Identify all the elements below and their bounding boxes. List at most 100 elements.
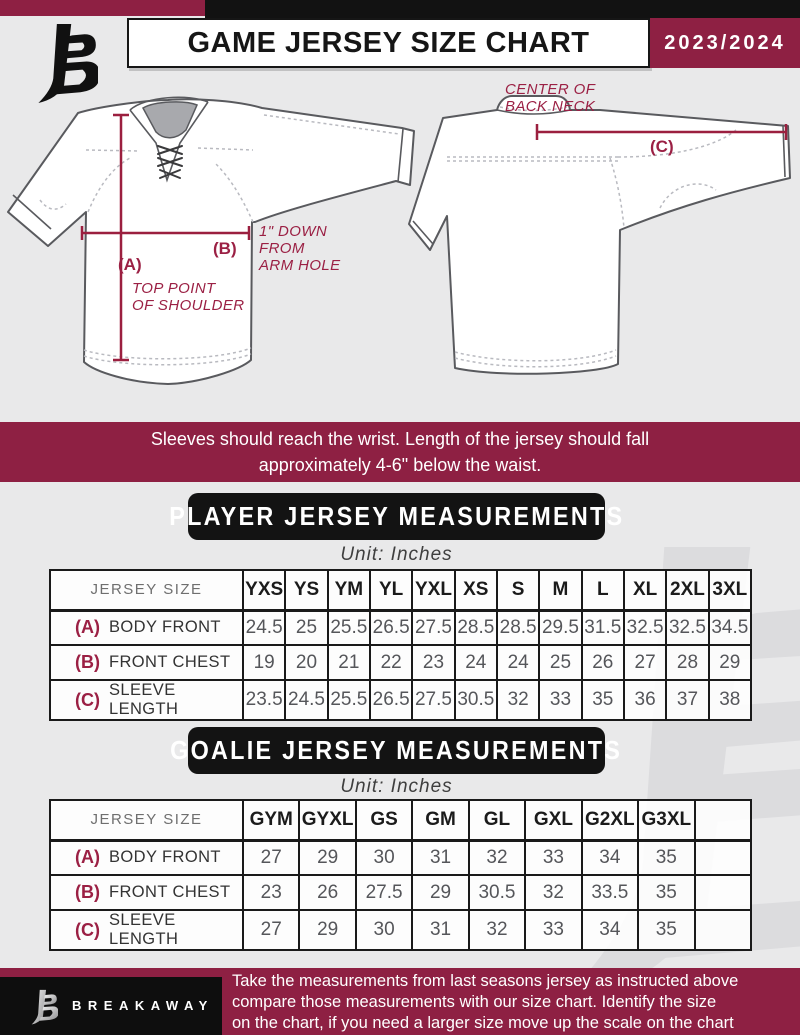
value-cell: 36 (622, 679, 668, 721)
row-label-cell: (A) BODY FRONT (49, 839, 244, 876)
label-b-caption-2: FROM (259, 240, 305, 257)
table-row: (C) SLEEVE LENGTH 27 29 30 31 32 33 34 35 (49, 909, 752, 951)
season-label: 2023/2024 (664, 31, 786, 54)
collar-laces (157, 145, 183, 179)
footer: BREAKAWAY Take the measurements from las… (0, 968, 800, 1035)
footer-line-3: on the chart, if you need a larger size … (232, 1014, 734, 1032)
value-cell: 33 (524, 909, 583, 951)
fit-note-banner: Sleeves should reach the wrist. Length o… (0, 422, 800, 482)
label-c: (C) (650, 137, 674, 156)
size-column: 3XL (707, 569, 753, 612)
front-jersey-drawing (7, 96, 415, 385)
value-cell: 30.5 (453, 679, 498, 721)
row-label-cell: (B) FRONT CHEST (49, 874, 244, 911)
value-cell: 37 (665, 679, 710, 721)
value-cell: 24.5 (284, 679, 329, 721)
value-cell: 24 (453, 644, 498, 681)
row-label-cell: (B) FRONT CHEST (49, 644, 244, 681)
value-cell: 28 (665, 644, 710, 681)
size-column: 2XL (665, 569, 710, 612)
table-header-row: JERSEY SIZE GYM GYXL GS GM GL GXL G2XL G… (49, 799, 752, 842)
footer-instructions: Take the measurements from last seasons … (232, 971, 792, 1034)
value-cell: 30.5 (467, 874, 527, 911)
size-column: GXL (524, 799, 583, 842)
title-bar: GAME JERSEY SIZE CHART (127, 18, 650, 68)
size-column: S (495, 569, 541, 612)
size-column: XS (453, 569, 498, 612)
label-a: (A) (118, 255, 142, 274)
measurement-line-a: (A) TOP POINT OF SHOULDER (113, 113, 244, 362)
value-cell: 33 (524, 839, 583, 876)
jersey-diagrams: (A) TOP POINT OF SHOULDER (B) 1" DOWN FR… (7, 81, 791, 385)
value-cell: 25.5 (326, 609, 371, 646)
table-row: (C) SLEEVE LENGTH 23.5 24.5 25.5 26.5 27.… (49, 679, 753, 721)
value-cell-empty (693, 839, 752, 876)
goalie-section-heading: GOALIE JERSEY MEASUREMENTS (170, 727, 620, 774)
value-cell: 27.5 (411, 609, 456, 646)
value-cell: 33.5 (580, 874, 640, 911)
value-cell: 35 (637, 874, 696, 911)
size-column: YL (368, 569, 414, 612)
player-section-heading: PLAYER JERSEY MEASUREMENTS (169, 493, 622, 540)
value-cell: 28.5 (495, 609, 541, 646)
value-cell: 28.5 (453, 609, 498, 646)
value-cell: 23 (411, 644, 456, 681)
size-column: YM (326, 569, 371, 612)
value-cell: 32 (495, 679, 541, 721)
table-row: (A) BODY FRONT 27 29 30 31 32 33 34 35 (49, 839, 752, 876)
measurement-line-c: (C) CENTER OF BACK NECK (505, 81, 788, 156)
value-cell: 23 (241, 874, 301, 911)
value-cell: 35 (580, 679, 625, 721)
jersey-size-header: JERSEY SIZE (49, 799, 244, 842)
row-label-cell: (A) BODY FRONT (49, 609, 244, 646)
breakaway-b-logo-icon (31, 989, 58, 1025)
label-b-caption-1: 1" DOWN (259, 223, 327, 240)
value-cell: 34 (580, 839, 640, 876)
value-cell: 32.5 (665, 609, 710, 646)
season-badge: 2023/2024 (650, 18, 800, 68)
value-cell: 21 (326, 644, 371, 681)
size-column: G3XL (637, 799, 696, 842)
value-cell: 29 (411, 874, 470, 911)
footer-line-2: compare those measurements with our size… (232, 993, 717, 1011)
value-cell: 27.5 (354, 874, 414, 911)
value-cell: 35 (637, 839, 696, 876)
value-cell-empty (693, 909, 752, 951)
breakaway-b-logo-icon (38, 24, 98, 103)
footer-brand-block: BREAKAWAY (0, 977, 222, 1035)
label-c-caption-1: CENTER OF (505, 81, 596, 98)
value-cell: 27 (241, 909, 301, 951)
value-cell: 29 (298, 909, 357, 951)
value-cell: 31 (411, 909, 470, 951)
value-cell: 27.5 (411, 679, 456, 721)
value-cell: 34.5 (707, 609, 753, 646)
goalie-section-title: GOALIE JERSEY MEASUREMENTS (170, 735, 623, 765)
size-column: GS (354, 799, 414, 842)
value-cell: 30 (354, 839, 414, 876)
value-cell: 26 (298, 874, 357, 911)
table-row: (B) FRONT CHEST 19 20 21 22 23 24 24 25 2… (49, 644, 753, 681)
measurement-line-b: (B) 1" DOWN FROM ARM HOLE (80, 223, 341, 274)
value-cell: 31.5 (580, 609, 625, 646)
value-cell: 29.5 (538, 609, 583, 646)
value-cell: 34 (580, 909, 640, 951)
value-cell: 29 (707, 644, 753, 681)
value-cell: 26.5 (368, 609, 414, 646)
goalie-unit-label: Unit: Inches (340, 776, 453, 797)
size-column: L (580, 569, 625, 612)
player-size-table: JERSEY SIZE YXS YS YM YL YXL XS S M L XL… (49, 569, 753, 721)
value-cell: 32 (467, 839, 527, 876)
brand-name: BREAKAWAY (72, 998, 214, 1013)
size-column: GM (411, 799, 470, 842)
label-c-caption-2: BACK NECK (505, 98, 596, 115)
value-cell: 26.5 (368, 679, 414, 721)
value-cell: 23.5 (241, 679, 287, 721)
value-cell: 25 (538, 644, 583, 681)
fit-note-line-1: Sleeves should reach the wrist. Length o… (150, 429, 650, 449)
value-cell: 27 (241, 839, 301, 876)
value-cell: 32 (467, 909, 527, 951)
label-a-caption-1: TOP POINT (132, 280, 217, 297)
value-cell: 31 (411, 839, 470, 876)
value-cell: 22 (368, 644, 414, 681)
value-cell: 38 (707, 679, 753, 721)
